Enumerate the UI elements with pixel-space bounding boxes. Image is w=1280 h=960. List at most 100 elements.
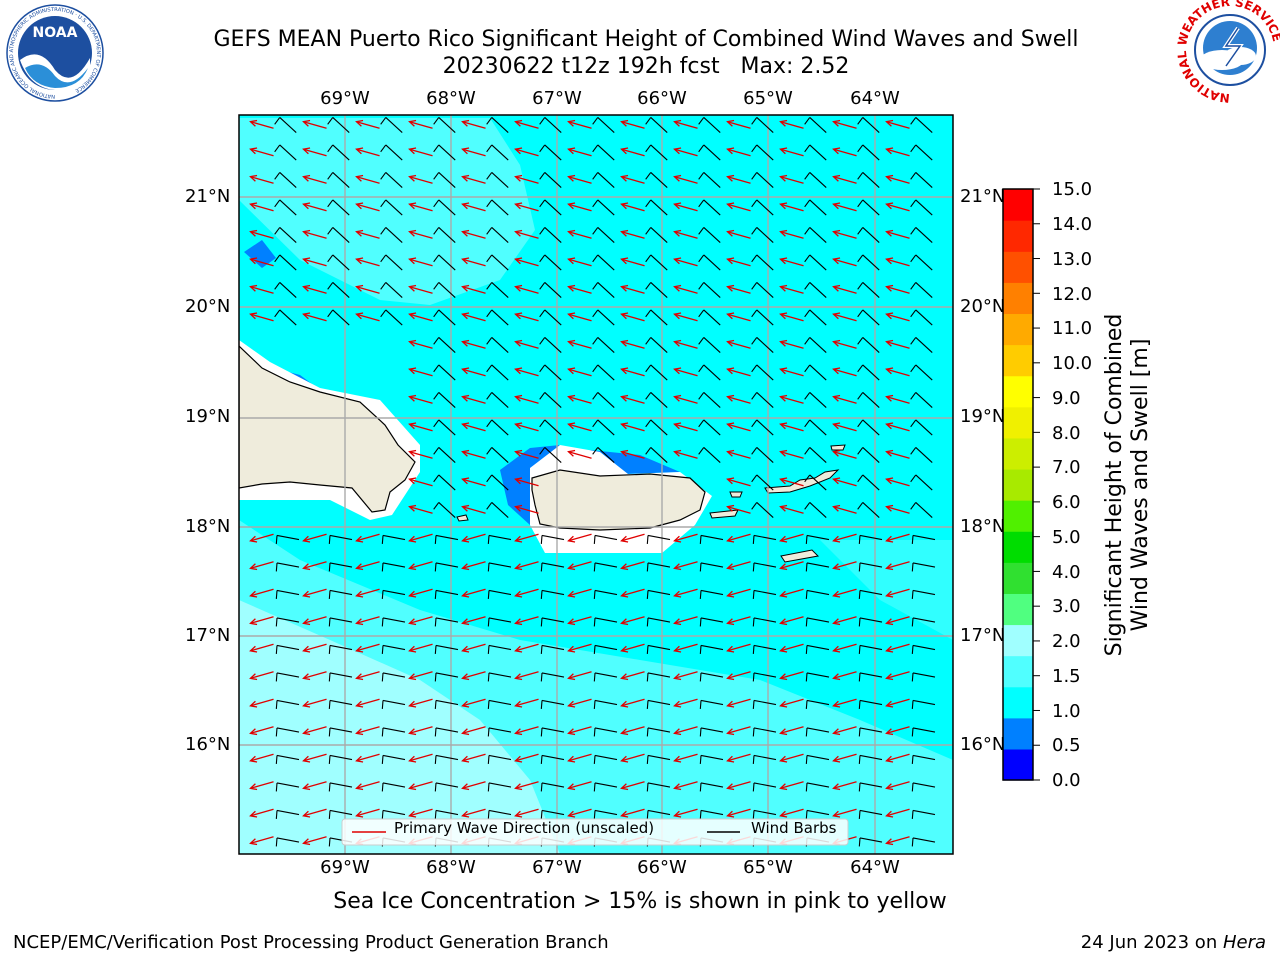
wind-barb — [274, 227, 297, 243]
wind-barb — [381, 754, 406, 765]
wave-arrow — [355, 781, 380, 791]
wave-arrow — [514, 449, 539, 459]
wind-barb — [646, 754, 671, 765]
wind-barb — [645, 117, 668, 133]
wave-arrow — [567, 753, 592, 763]
wind-barb — [645, 337, 668, 353]
wind-barb — [698, 227, 721, 243]
wave-arrow — [832, 312, 857, 322]
wave-arrow — [885, 422, 910, 432]
wave-zone-low-4 — [590, 450, 680, 474]
wave-arrow — [408, 229, 433, 239]
wave-arrow — [461, 561, 486, 571]
wave-arrow — [885, 808, 910, 818]
wind-barb — [433, 337, 456, 353]
wave-arrow — [249, 257, 274, 267]
wind-barb — [646, 617, 671, 627]
wave-arrow — [620, 119, 645, 129]
wave-arrow — [673, 394, 698, 404]
wave-arrow — [832, 698, 857, 708]
wind-barb — [646, 589, 671, 600]
islands-virgin — [764, 469, 840, 494]
wind-barb — [540, 562, 565, 572]
wind-barb — [539, 144, 562, 161]
wind-barb — [433, 199, 456, 216]
wave-arrow — [355, 588, 380, 598]
wave-arrow — [832, 202, 857, 212]
wind-barb — [910, 447, 933, 463]
wave-arrow — [726, 753, 751, 763]
wave-arrow — [461, 229, 486, 239]
colorbar-segment — [1003, 406, 1033, 439]
wind-barb — [433, 144, 456, 161]
wind-barb — [857, 117, 880, 133]
land-hispaniola — [239, 345, 416, 513]
wave-arrow — [673, 202, 698, 212]
wave-arrow — [779, 808, 804, 818]
wave-arrow — [514, 229, 539, 239]
wave-arrow — [779, 119, 804, 129]
wave-arrow — [514, 726, 539, 736]
wave-arrow — [302, 174, 327, 184]
wind-barb — [434, 534, 459, 545]
wave-arrow — [885, 836, 910, 846]
wave-arrow — [567, 588, 592, 598]
wave-arrow — [302, 533, 327, 543]
colorbar-segment — [1003, 251, 1033, 283]
colorbar-tick: 8.0 — [1052, 423, 1081, 444]
wind-barb — [592, 282, 615, 298]
wind-barb — [645, 309, 668, 326]
wave-arrow — [779, 698, 804, 708]
wave-arrow — [408, 808, 433, 818]
wave-arrow — [249, 726, 274, 736]
wave-arrow — [249, 671, 274, 681]
wave-arrow — [885, 698, 910, 708]
wind-barb — [593, 754, 618, 765]
wave-arrow — [461, 504, 486, 514]
wind-barb — [275, 727, 300, 737]
wave-arrow — [302, 588, 327, 598]
lon-label-bottom: 64°W — [850, 857, 900, 878]
wave-arrow — [302, 257, 327, 267]
wind-barb — [592, 392, 615, 408]
wave-arrow — [885, 643, 910, 653]
wave-arrow — [620, 671, 645, 681]
wind-barb — [486, 254, 509, 271]
wave-arrow — [885, 449, 910, 459]
wind-barb — [328, 782, 353, 792]
wave-arrow — [567, 394, 592, 404]
wave-arrow — [249, 588, 274, 598]
wave-arrow — [567, 229, 592, 239]
wave-arrow — [514, 808, 539, 818]
lon-label-bottom: 65°W — [743, 857, 793, 878]
wind-barb — [487, 589, 512, 600]
wave-arrow — [514, 698, 539, 708]
wave-arrow — [461, 698, 486, 708]
wave-arrow — [885, 119, 910, 129]
colorbar-label: Significant Height of Combined Wind Wave… — [1102, 314, 1154, 657]
wind-barb — [699, 534, 724, 545]
colorbar-segment — [1003, 468, 1033, 501]
wave-arrow — [302, 312, 327, 322]
wave-arrow — [567, 312, 592, 322]
colorbar-segment — [1003, 344, 1033, 377]
wind-barb — [858, 727, 883, 737]
wave-arrow — [302, 781, 327, 791]
wind-barb — [646, 727, 671, 737]
wind-barb — [805, 754, 830, 765]
wind-barb — [752, 617, 777, 627]
wind-barb — [540, 754, 565, 765]
wave-arrow — [885, 284, 910, 294]
wave-arrow — [461, 394, 486, 404]
wave-arrow — [885, 394, 910, 404]
wind-barb — [910, 502, 933, 518]
wind-barb — [911, 727, 936, 737]
wave-arrow — [885, 616, 910, 626]
colorbar-segment — [1003, 189, 1033, 221]
wave-arrow — [832, 449, 857, 459]
wind-barb — [804, 419, 827, 436]
wave-arrow — [620, 394, 645, 404]
wind-barb — [433, 392, 456, 408]
wave-arrow — [514, 643, 539, 653]
